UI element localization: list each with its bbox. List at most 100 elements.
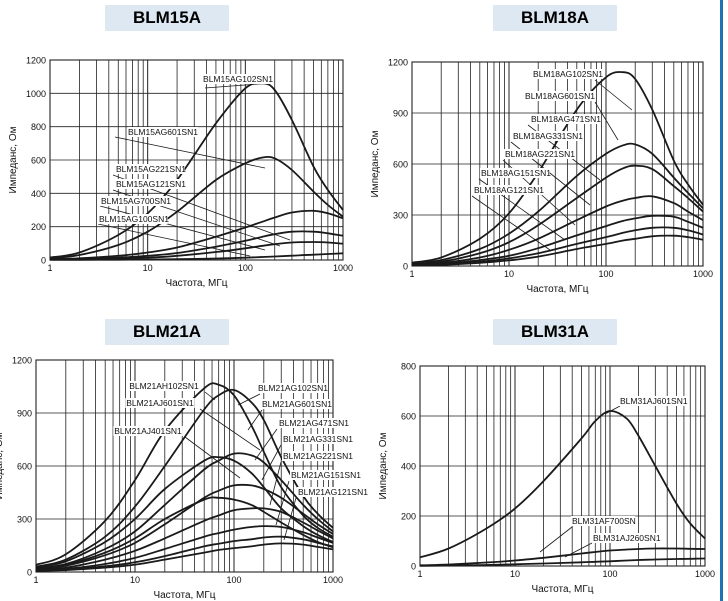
series-line (35, 525, 334, 572)
series-label: BLM18AG471SN1 (531, 114, 601, 124)
y-tick-label: 800 (401, 362, 416, 372)
series-label: BLM15AG102SN1 (203, 74, 273, 84)
series-label: BLM21AG151SN1 (291, 470, 361, 480)
series-line (49, 155, 344, 260)
y-tick-label: 400 (31, 189, 46, 199)
leader-line (283, 497, 297, 541)
leader-line (564, 542, 593, 558)
series-line (49, 241, 344, 261)
leader-line (247, 409, 263, 431)
x-tick-label: 1 (417, 569, 422, 579)
label-bg (115, 164, 185, 174)
leader-line (471, 195, 551, 251)
series-label: BLM21AG331SN1 (283, 434, 353, 444)
label-bg (512, 131, 582, 141)
series-label: BLM18AG331SN1 (513, 131, 583, 141)
series-line (35, 452, 334, 570)
y-tick-label: 800 (31, 122, 46, 132)
leader-line (539, 526, 573, 553)
leader-line (269, 461, 282, 506)
series-line (411, 226, 704, 266)
series-line (35, 542, 334, 572)
series-label: BLM15AG601SN1 (128, 127, 198, 137)
label-bg (261, 399, 331, 409)
leader-line (114, 136, 266, 169)
y-tick-label: 1200 (26, 56, 46, 66)
series-line (419, 410, 706, 559)
label-bg (278, 418, 348, 428)
x-tick-label: 10 (504, 269, 514, 279)
chart-title: BLM21A (132, 322, 201, 341)
series-line (35, 382, 334, 566)
series-line (35, 456, 334, 569)
y-tick-label: 200 (31, 222, 46, 232)
series-label: BLM21AG221SN1 (283, 451, 353, 461)
x-tick-label: 10 (510, 569, 520, 579)
y-tick-label: 0 (41, 256, 46, 266)
y-axis-label: Импеданс, Ом (370, 130, 381, 197)
y-axis-label: Импеданс, Ом (8, 126, 19, 193)
label-bg (113, 426, 183, 436)
y-tick-label: 600 (17, 462, 32, 472)
x-tick-label: 1 (33, 575, 38, 585)
chart-title: BLM31A (520, 322, 589, 341)
series-label: BLM18AG601SN1 (525, 91, 595, 101)
label-bg (571, 516, 636, 526)
leader-line (97, 223, 251, 257)
x-axis-label: Частота, МГц (153, 590, 215, 601)
series-line (411, 195, 704, 266)
series-label: BLM21AJ401SN1 (114, 426, 182, 436)
chart-title: BLM18A (520, 8, 589, 27)
series-label: BLM15AG700SN1 (101, 196, 171, 206)
label-bg (203, 74, 273, 84)
y-tick-label: 900 (17, 409, 32, 419)
series-label: BLM31AF700SN (572, 516, 636, 526)
chart-title-tab: BLM18A (493, 5, 617, 31)
leader-line (199, 408, 261, 451)
label-bg (592, 533, 662, 543)
plot-frame (419, 365, 706, 567)
y-tick-label: 600 (401, 412, 416, 422)
series-label: BLM15AG221SN1 (116, 164, 186, 174)
label-bg (98, 214, 168, 224)
y-axis-label: Импеданс, Ом (378, 432, 389, 499)
chart-title-tab: BLM31A (493, 319, 617, 345)
leader-line (184, 436, 241, 479)
y-tick-label: 300 (17, 515, 32, 525)
x-tick-label: 100 (226, 575, 241, 585)
y-tick-label: 400 (401, 462, 416, 472)
leader-line (604, 405, 621, 415)
series-line (419, 557, 706, 567)
label-bg (128, 127, 198, 137)
label-bg (530, 114, 600, 124)
y-axis-label: Импеданс, Ом (0, 432, 5, 499)
y-tick-label: 0 (403, 262, 408, 272)
leader-line (275, 480, 290, 526)
label-bg (525, 91, 595, 101)
series-label: BLM18AG151SN1 (481, 168, 551, 178)
series-label: BLM21AG471SN1 (279, 418, 349, 428)
series-line (49, 230, 344, 261)
series-label: BLM15AG121SN1 (116, 179, 186, 189)
series-label: BLM21AG102SN1 (258, 383, 328, 393)
y-tick-label: 1200 (12, 356, 32, 366)
leader-line (99, 205, 266, 251)
series-line (35, 388, 334, 568)
right-edge-bar (720, 0, 723, 601)
series-label: BLM31AJ601SN1 (620, 396, 688, 406)
series-label: BLM15AG100SN1 (99, 214, 169, 224)
label-bg (619, 396, 689, 406)
y-tick-label: 600 (393, 160, 408, 170)
plot-frame (411, 61, 704, 267)
y-tick-label: 600 (31, 156, 46, 166)
series-label: BLM18AG102SN1 (533, 69, 603, 79)
label-bg (533, 69, 603, 79)
series-label: BLM18AG121SN1 (474, 185, 544, 195)
y-tick-label: 200 (401, 512, 416, 522)
series-label: BLM21AG601SN1 (262, 399, 332, 409)
series-line (411, 142, 704, 265)
series-label: BLM31AJ260SN1 (593, 533, 661, 543)
plot-frame (49, 59, 344, 261)
x-tick-label: 10 (143, 263, 153, 273)
